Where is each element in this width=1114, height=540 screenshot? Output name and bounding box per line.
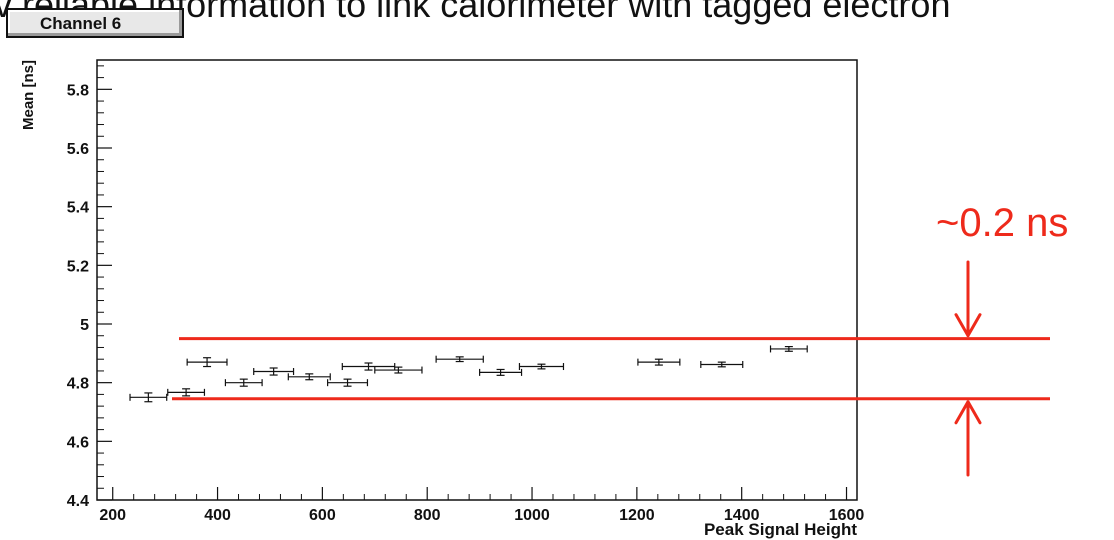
arrow-up-head bbox=[954, 400, 982, 425]
x-tick-label: 1400 bbox=[724, 507, 760, 524]
data-point bbox=[186, 357, 228, 368]
data-point bbox=[637, 358, 681, 366]
data-point bbox=[327, 378, 369, 387]
axes: 200 400 600 800 1000 1200 1400 1600 4.4 4.6 4.8 5 5.… bbox=[67, 65, 865, 524]
x-tick-label: 800 bbox=[414, 507, 441, 524]
data-point bbox=[374, 366, 423, 374]
x-axis-title: Peak Signal Height bbox=[704, 520, 857, 539]
y-axis-title: Mean [ns] bbox=[20, 60, 37, 130]
data-point bbox=[129, 392, 168, 403]
y-tick-label: 5.4 bbox=[67, 200, 89, 217]
data-point bbox=[700, 360, 744, 368]
data-point bbox=[224, 378, 263, 387]
y-tick-label: 4.6 bbox=[67, 434, 89, 451]
x-tick-label: 600 bbox=[309, 507, 336, 524]
x-tick-label: 1600 bbox=[829, 507, 865, 524]
data-point bbox=[341, 362, 396, 371]
x-tick-label: 200 bbox=[99, 507, 126, 524]
annotation-label: ~0.2 ns bbox=[936, 201, 1068, 245]
y-tick-label: 4.8 bbox=[67, 376, 89, 393]
channel-label: Channel 6 bbox=[40, 14, 122, 33]
data-point bbox=[435, 355, 484, 363]
arrow-down-head bbox=[954, 313, 982, 338]
channel-tab: Channel 6 bbox=[6, 8, 184, 38]
annotation-overlay bbox=[172, 260, 1050, 477]
x-tick-label: 1000 bbox=[514, 507, 550, 524]
data-markers bbox=[129, 345, 808, 403]
y-tick-label: 5.2 bbox=[67, 258, 89, 275]
data-point bbox=[287, 373, 331, 381]
x-tick-label: 400 bbox=[204, 507, 231, 524]
y-tick-label: 4.4 bbox=[67, 493, 89, 510]
data-point bbox=[518, 363, 565, 371]
data-point bbox=[769, 345, 808, 353]
data-point bbox=[253, 367, 295, 376]
x-tick-label: 1200 bbox=[619, 507, 655, 524]
data-point bbox=[167, 388, 206, 397]
plot-frame bbox=[96, 59, 858, 501]
y-tick-label: 5.6 bbox=[67, 141, 89, 158]
data-point bbox=[479, 368, 523, 376]
y-tick-label: 5 bbox=[80, 317, 89, 334]
y-tick-label: 5.8 bbox=[67, 82, 89, 99]
